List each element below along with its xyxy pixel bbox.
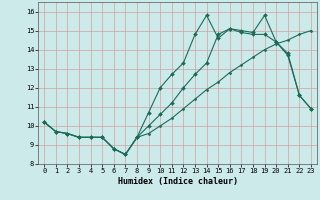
X-axis label: Humidex (Indice chaleur): Humidex (Indice chaleur): [118, 177, 238, 186]
